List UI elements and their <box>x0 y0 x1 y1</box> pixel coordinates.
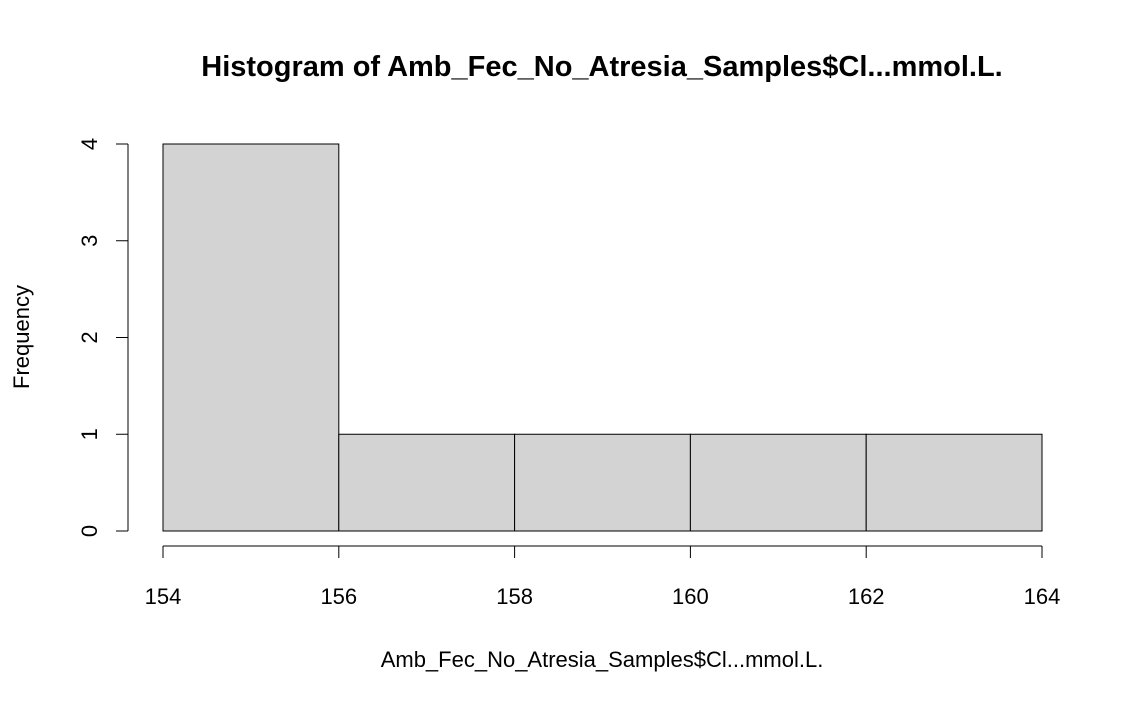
x-tick-label: 154 <box>145 584 182 609</box>
bars-group <box>162 143 1043 532</box>
y-tick-label: 3 <box>77 235 102 247</box>
x-axis: 154 156 158 160 162 164 <box>145 545 1061 609</box>
y-tick-label: 0 <box>77 525 102 537</box>
x-tick-label: 158 <box>496 584 533 609</box>
histogram-bar-3 <box>514 433 691 532</box>
chart-title: Histogram of Amb_Fec_No_Atresia_Samples$… <box>201 51 1003 83</box>
y-axis-label: Frequency <box>9 285 34 389</box>
x-axis-label: Amb_Fec_No_Atresia_Samples$Cl...mmol.L. <box>381 647 824 672</box>
histogram-bar-2 <box>338 433 516 532</box>
y-tick-label: 2 <box>77 331 102 343</box>
y-tick-label: 1 <box>77 428 102 440</box>
y-tick-label: 4 <box>77 138 102 150</box>
y-axis: 0 1 2 3 4 <box>77 138 129 537</box>
x-tick-label: 160 <box>672 584 709 609</box>
histogram-bar-1 <box>162 143 340 532</box>
x-tick-label: 156 <box>320 584 357 609</box>
histogram-bar-5 <box>865 433 1043 532</box>
x-tick-label: 164 <box>1024 584 1061 609</box>
x-tick-label: 162 <box>848 584 885 609</box>
histogram-bar-4 <box>689 433 867 532</box>
